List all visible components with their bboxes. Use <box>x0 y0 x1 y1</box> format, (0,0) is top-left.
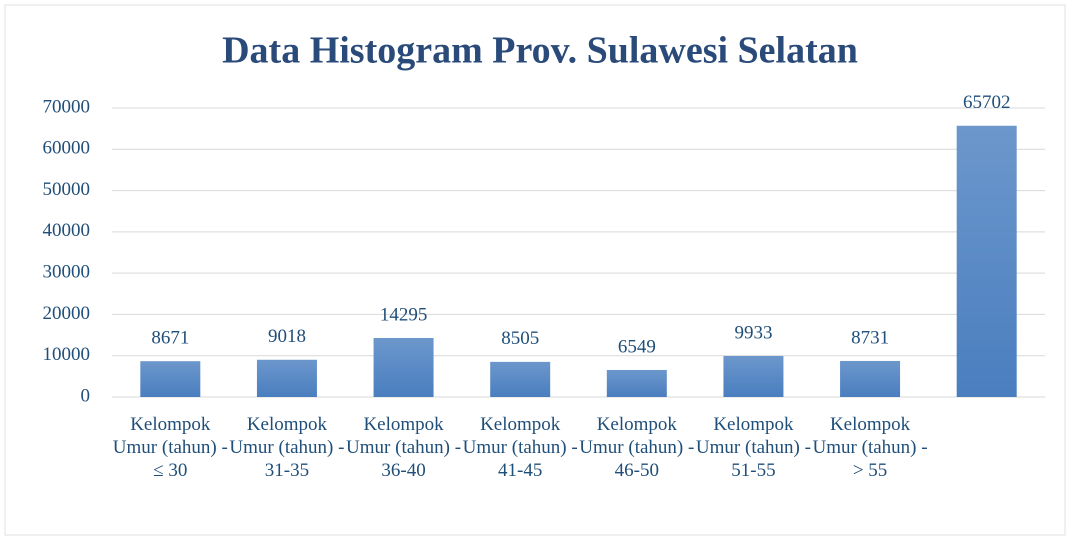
y-tick-label: 20000 <box>43 303 91 324</box>
data-label: 9933 <box>734 322 772 343</box>
x-tick-label: Kelompok Umur (tahun) - 36-40 <box>346 414 462 481</box>
y-tick-label: 30000 <box>43 262 91 283</box>
data-label: 9018 <box>268 326 306 347</box>
data-label: 8505 <box>501 328 539 349</box>
data-label: 6549 <box>618 336 656 357</box>
data-label: 65702 <box>963 92 1011 113</box>
y-tick-label: 10000 <box>43 344 91 365</box>
bar <box>373 337 434 397</box>
chart-title: Data Histogram Prov. Sulawesi Selatan <box>222 30 858 72</box>
x-tick-label: Kelompok Umur (tahun) - 31-35 <box>229 414 345 481</box>
bar <box>606 369 667 397</box>
x-tick-label: Kelompok Umur (tahun) - 46-50 <box>579 414 695 481</box>
bar <box>490 361 551 397</box>
y-tick-label: 0 <box>81 385 91 406</box>
chart-border <box>4 4 1066 536</box>
bar <box>840 360 901 397</box>
bar <box>723 355 784 397</box>
y-tick-label: 60000 <box>43 138 91 159</box>
bar <box>956 125 1017 397</box>
x-tick-label: Kelompok Umur (tahun) - ≤ 30 <box>112 414 228 481</box>
data-label: 8731 <box>851 327 889 348</box>
y-tick-label: 50000 <box>43 179 91 200</box>
y-tick-label: 40000 <box>43 220 91 241</box>
bar <box>140 361 201 397</box>
data-label: 14295 <box>380 304 428 325</box>
x-tick-label: Kelompok Umur (tahun) - 51-55 <box>695 414 811 481</box>
x-tick-label: Kelompok Umur (tahun) - 41-45 <box>462 414 578 481</box>
data-label: 8671 <box>151 328 189 349</box>
y-tick-label: 70000 <box>43 96 91 117</box>
bar <box>256 359 317 397</box>
x-tick-label: Kelompok Umur (tahun) - > 55 <box>812 414 928 481</box>
